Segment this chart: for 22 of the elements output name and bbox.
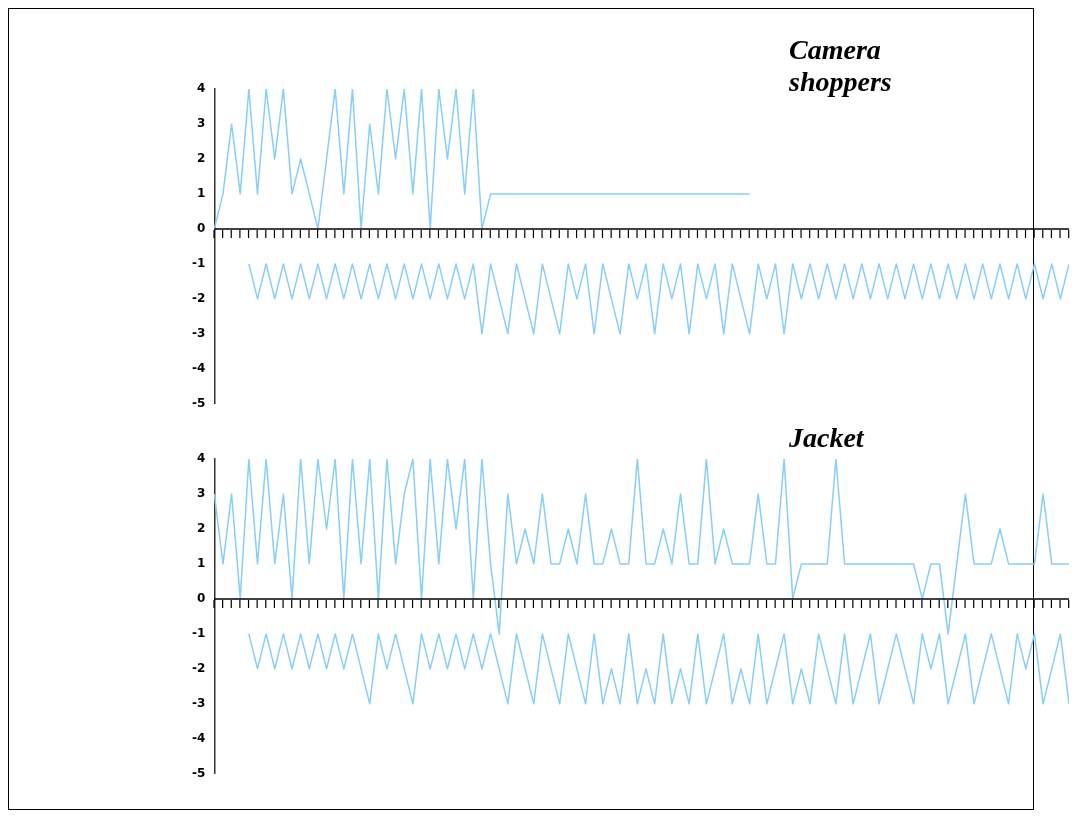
y-tick-label: 3 bbox=[196, 486, 206, 501]
y-tick-label: -2 bbox=[191, 660, 206, 675]
y-tick-label: -5 bbox=[191, 395, 206, 410]
y-tick-label: 2 bbox=[196, 521, 206, 536]
chart-title: Camera shoppers bbox=[789, 34, 893, 98]
y-tick-label: -3 bbox=[191, 325, 206, 340]
y-tick-label: 4 bbox=[196, 451, 206, 466]
y-tick-label: 2 bbox=[196, 151, 206, 166]
y-tick-label: 3 bbox=[196, 116, 206, 131]
y-tick-label: -4 bbox=[191, 730, 206, 745]
y-tick-label: 0 bbox=[196, 221, 206, 236]
y-tick-label: 1 bbox=[196, 186, 206, 201]
y-tick-label: -5 bbox=[191, 765, 206, 780]
y-tick-label: 1 bbox=[196, 556, 206, 571]
y-tick-label: -2 bbox=[191, 290, 206, 305]
y-tick-label: -1 bbox=[191, 626, 206, 641]
y-tick-label: 4 bbox=[196, 81, 206, 96]
y-tick-label: 0 bbox=[196, 591, 206, 606]
y-tick-label: -4 bbox=[191, 360, 206, 375]
chart-title: Jacket bbox=[789, 422, 865, 454]
y-tick-label: -1 bbox=[191, 256, 206, 271]
y-tick-label: -3 bbox=[191, 695, 206, 710]
